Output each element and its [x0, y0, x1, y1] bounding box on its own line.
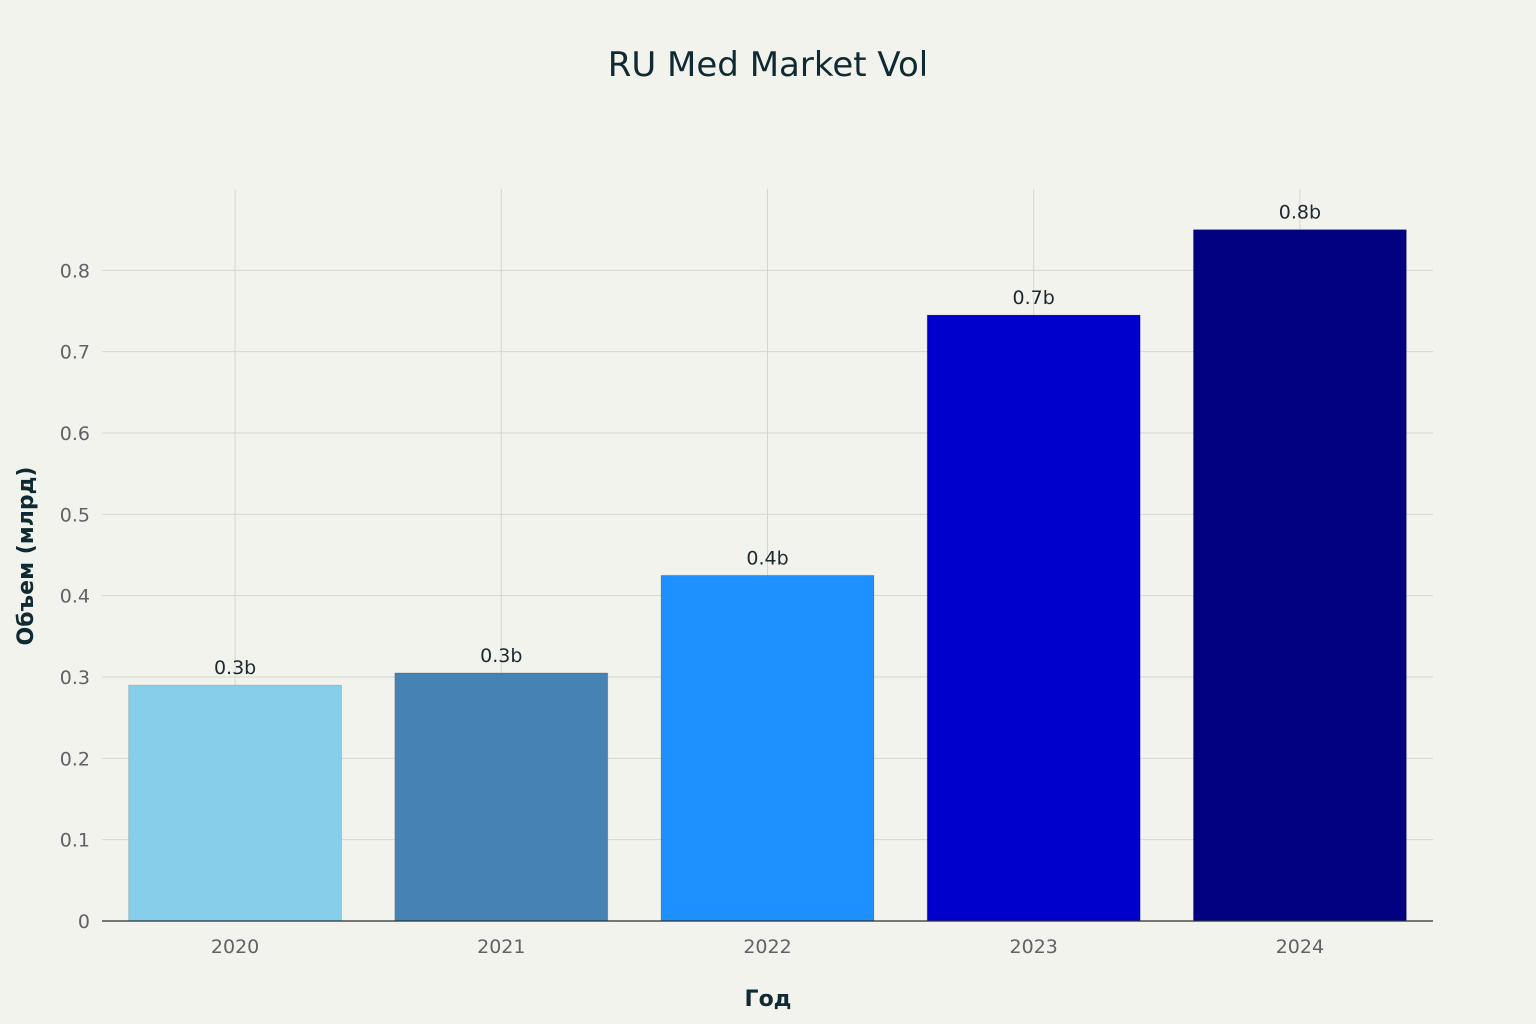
data-labels: 0.3b 0.3b 0.4b 0.7b 0.8b	[214, 202, 1321, 679]
x-tick-label: 2022	[743, 936, 791, 958]
y-tick-label: 0.5	[60, 504, 90, 526]
data-label-2024: 0.8b	[1279, 202, 1321, 224]
y-tick-label: 0	[78, 911, 90, 933]
x-tick-label: 2020	[211, 936, 259, 958]
y-axis-ticks: 0 0.1 0.2 0.3 0.4 0.5 0.6 0.7 0.8	[60, 260, 90, 933]
y-tick-label: 0.7	[60, 342, 90, 364]
data-label-2021: 0.3b	[480, 645, 522, 667]
y-tick-label: 0.8	[60, 260, 90, 282]
bar-2024	[1192, 229, 1407, 922]
bar-2022	[660, 574, 875, 922]
y-tick-label: 0.4	[60, 586, 90, 608]
y-tick-label: 0.3	[60, 667, 90, 689]
y-axis-title: Объем (млрд)	[14, 467, 39, 646]
y-tick-label: 0.2	[60, 748, 90, 770]
x-axis-title: Год	[745, 987, 792, 1012]
y-tick-label: 0.6	[60, 423, 90, 445]
x-tick-label: 2023	[1010, 936, 1058, 958]
chart-title: RU Med Market Vol	[608, 45, 929, 85]
bar-2020	[128, 684, 343, 922]
x-tick-label: 2024	[1276, 936, 1324, 958]
y-tick-label: 0.1	[60, 830, 90, 852]
bar-2021	[394, 672, 609, 922]
bars	[128, 229, 1407, 922]
data-label-2022: 0.4b	[746, 547, 788, 569]
x-axis-ticks: 2020 2021 2022 2023 2024	[211, 936, 1324, 958]
data-label-2020: 0.3b	[214, 657, 256, 679]
data-label-2023: 0.7b	[1013, 287, 1055, 309]
x-tick-label: 2021	[477, 936, 525, 958]
bar-2023	[926, 314, 1141, 922]
